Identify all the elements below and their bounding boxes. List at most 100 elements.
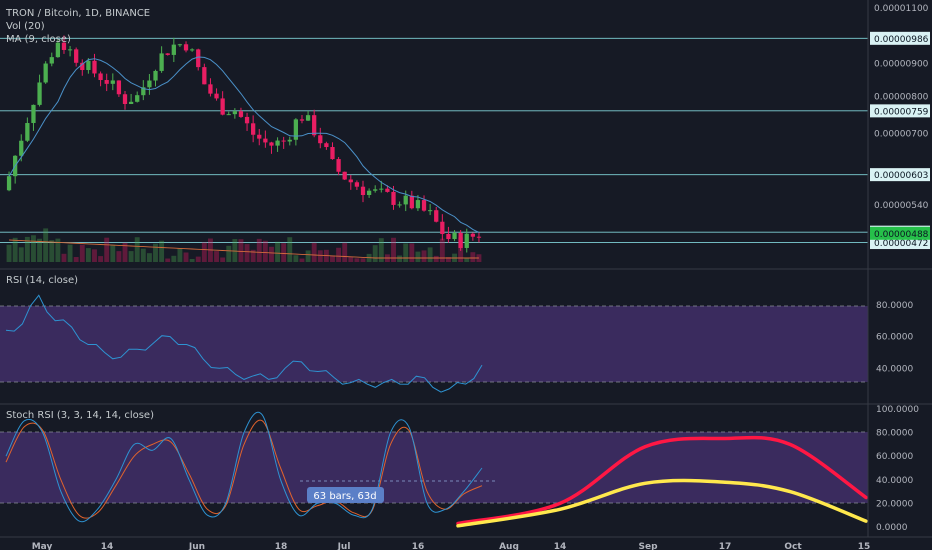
- candle-body: [183, 44, 189, 51]
- volume-bar: [433, 255, 439, 262]
- candle-body: [373, 189, 378, 191]
- candle-body: [67, 49, 73, 51]
- last-price-tag-bg: [870, 226, 930, 240]
- volume-bar: [238, 239, 244, 262]
- volume-bar: [140, 248, 146, 262]
- volume-bar: [134, 237, 140, 262]
- volume-bar: [275, 241, 281, 262]
- price-axis[interactable]: 0.00001100 0.00000900 0.00000800 0.00000700…: [874, 4, 929, 211]
- candle-body: [171, 44, 176, 55]
- time-tick-label: 16: [412, 542, 425, 550]
- candle-body: [92, 60, 97, 74]
- volume-bar: [226, 245, 232, 262]
- volume-bar: [403, 243, 409, 262]
- candle-body: [299, 119, 305, 121]
- rsi-legend[interactable]: RSI (14, close): [6, 275, 78, 286]
- candle-body: [196, 49, 201, 68]
- volume-bar: [372, 245, 378, 262]
- candle-body: [19, 140, 24, 156]
- candle-body: [379, 188, 384, 190]
- stoch-axis[interactable]: 100.0000 80.0000 60.0000 40.0000 20.0000 0.00…: [876, 405, 919, 533]
- rsi-pane[interactable]: [0, 294, 868, 393]
- candle-body: [427, 210, 433, 212]
- candle-body: [434, 210, 439, 222]
- time-tick-label: Oct: [784, 542, 802, 550]
- candle-body: [366, 190, 372, 196]
- candle-body: [342, 171, 347, 180]
- candle-body: [232, 111, 237, 115]
- price-horizontal-levels: [0, 37, 868, 243]
- ma-line: [8, 56, 480, 233]
- volume-bar: [128, 251, 134, 262]
- time-tick-label: 14: [554, 542, 567, 550]
- candle-body: [55, 42, 61, 58]
- volume-bar: [336, 247, 342, 262]
- candle-body: [470, 233, 475, 237]
- volume-bar: [262, 240, 268, 262]
- volume-bar: [220, 257, 226, 262]
- candle-body: [165, 53, 170, 55]
- stoch-band: [0, 432, 868, 503]
- candle-body: [122, 94, 128, 104]
- volume-bar: [73, 257, 79, 262]
- last-price-tag-text: 0.00000488: [874, 230, 929, 240]
- volume-bar: [391, 237, 396, 262]
- rsi-axis[interactable]: 80.0000 60.0000 40.0000: [876, 301, 913, 374]
- forecast-red-curve: [456, 435, 868, 526]
- volume-bar: [421, 250, 427, 262]
- candle-body: [49, 57, 54, 64]
- time-tick-label: May: [32, 542, 53, 550]
- price-pane[interactable]: [0, 35, 868, 262]
- volume-bar: [31, 235, 36, 262]
- rsi-line: [5, 294, 483, 393]
- stoch-rsi-pane[interactable]: 63 bars, 63d: [0, 411, 868, 528]
- volume-bar: [24, 236, 30, 262]
- candle-body: [409, 195, 414, 209]
- level-tag-text: 0.00000986: [874, 35, 929, 45]
- time-axis[interactable]: May 14 Jun 18 Jul 16 Aug 14 Sep 17 Oct 15: [32, 542, 871, 550]
- volume-bar: [116, 251, 122, 262]
- symbol-title[interactable]: TRON / Bitcoin, 1D, BINANCE: [5, 8, 150, 19]
- volume-bar: [317, 250, 323, 262]
- volume-bar: [256, 238, 262, 262]
- volume-bar: [201, 242, 207, 262]
- candle-body: [305, 115, 311, 121]
- candle-body: [360, 186, 366, 196]
- stoch-legend[interactable]: Stoch RSI (3, 3, 14, 14, close): [6, 410, 154, 421]
- candle-body: [263, 138, 268, 143]
- volume-legend[interactable]: Vol (20): [6, 21, 45, 32]
- stoch-tick-label: 80.0000: [876, 429, 913, 439]
- stoch-tick-label: 40.0000: [876, 476, 913, 486]
- candle-body: [421, 200, 427, 211]
- time-tick-label: Aug: [499, 542, 519, 550]
- volume-bar: [244, 244, 250, 262]
- volume-bar: [214, 251, 219, 262]
- volume-bar: [189, 258, 195, 262]
- volume-bar: [427, 247, 433, 262]
- volume-bar: [470, 252, 476, 262]
- candle-body: [452, 232, 457, 240]
- candle-body: [80, 62, 85, 71]
- candle-body: [464, 233, 469, 248]
- candle-body: [238, 111, 244, 117]
- time-tick-label: Sep: [638, 542, 658, 550]
- candle-body: [458, 232, 463, 248]
- candle-body: [391, 191, 396, 205]
- candle-body: [403, 195, 408, 205]
- candle-body: [202, 67, 207, 85]
- volume-bar: [67, 244, 73, 262]
- time-tick-label: 14: [101, 542, 114, 550]
- rsi-tick-label: 80.0000: [876, 301, 913, 311]
- volume-bar: [305, 250, 311, 262]
- candle-body: [293, 119, 299, 140]
- candle-body: [159, 53, 164, 71]
- volume-bar: [409, 243, 415, 262]
- candle-body: [318, 135, 323, 144]
- volume-bar: [6, 244, 12, 262]
- volume-bar: [299, 258, 305, 262]
- candle-body: [208, 84, 213, 94]
- price-tick-label: 0.00000900: [874, 60, 929, 70]
- ma-legend[interactable]: MA (9, close): [6, 34, 71, 45]
- measure-badge[interactable]: 63 bars, 63d: [307, 487, 384, 503]
